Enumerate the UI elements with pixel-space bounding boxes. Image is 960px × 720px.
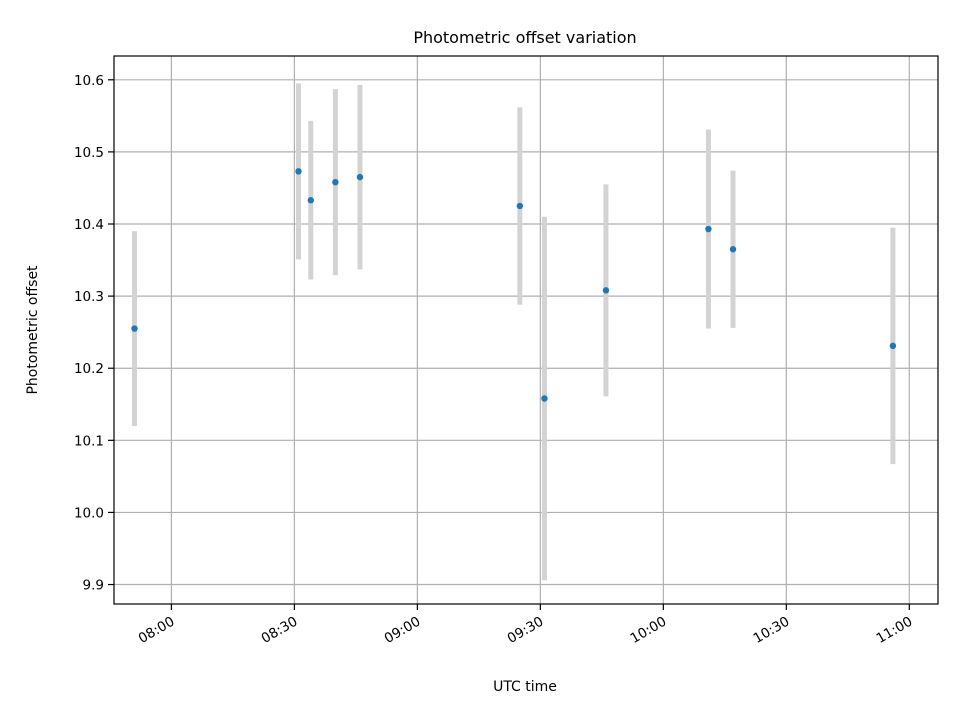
data-point [541,395,548,402]
y-tick-label: 10.3 [74,289,104,305]
data-point [307,197,314,204]
data-point [295,168,302,175]
chart-title: Photometric offset variation [413,28,636,47]
y-tick-label: 10.2 [74,361,104,377]
plot-frame [113,55,939,605]
data-point [602,287,610,294]
y-tick-label: 10.5 [74,145,104,161]
y-tick-label: 10.6 [74,73,104,89]
data-point [332,178,339,186]
data-point [705,225,712,233]
grid [114,56,938,604]
data-point [356,173,364,181]
data-point [516,202,524,210]
data-points [131,168,897,402]
y-tick-label: 10.0 [74,505,104,521]
data-point [889,342,897,350]
y-tick-label: 10.4 [74,217,104,233]
y-axis-label: Photometric offset [25,265,41,395]
y-tick-label: 9.9 [83,578,104,594]
y-tick-label: 10.1 [74,433,104,449]
data-point [131,325,138,332]
data-point [729,246,737,253]
x-axis-label: UTC time [493,679,557,695]
y-axis: 9.9 10.0 10.1 10.2 10.3 10.4 10.5 10.6 [74,73,114,594]
